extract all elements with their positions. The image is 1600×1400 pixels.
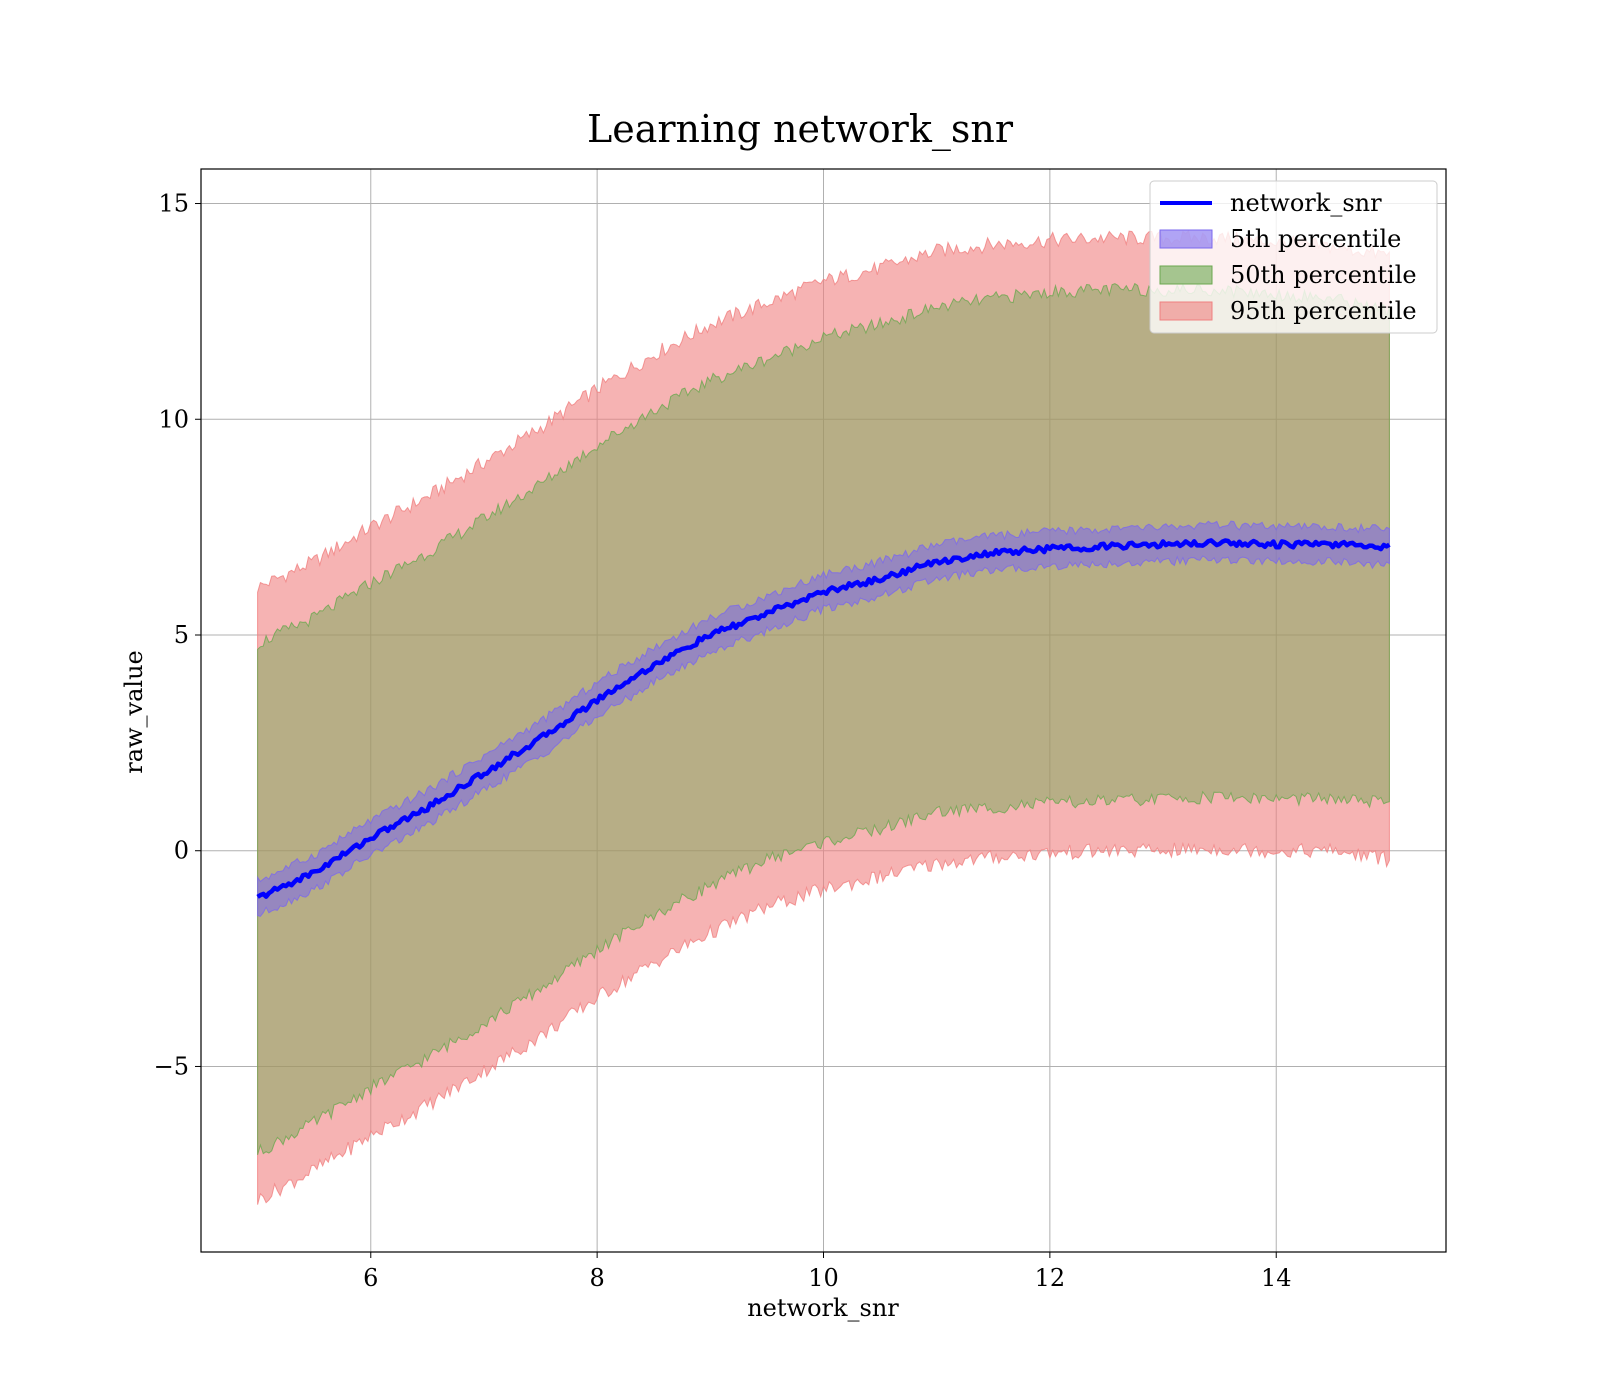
x-tick-label: 10 xyxy=(808,1264,839,1292)
chart-title: Learning network_snr xyxy=(587,107,1014,152)
y-tick-label: −5 xyxy=(154,1052,189,1080)
band-5th-percentile xyxy=(257,520,1390,917)
x-tick-label: 8 xyxy=(589,1264,604,1292)
legend-swatch-5th-percentile xyxy=(1159,229,1213,249)
series-line-network-snr xyxy=(256,538,1391,899)
legend-box xyxy=(1149,180,1438,334)
y-tick-label: 5 xyxy=(174,621,189,649)
x-tick-label: 6 xyxy=(363,1264,378,1292)
x-axis-label: network_snr xyxy=(747,1294,899,1322)
y-tick-label: 0 xyxy=(174,837,189,865)
y-tick-label: 10 xyxy=(158,405,189,433)
band-50th-percentile xyxy=(257,282,1390,1156)
legend-swatch-95th-percentile xyxy=(1159,301,1213,321)
legend-label-95th-percentile: 95th percentile xyxy=(1230,297,1417,325)
y-tick-label: 15 xyxy=(158,190,189,218)
x-tick-label: 14 xyxy=(1261,1264,1292,1292)
legend-label-5th-percentile: 5th percentile xyxy=(1230,225,1401,253)
y-axis-label: raw_value xyxy=(120,650,148,774)
legend-swatch-50th-percentile xyxy=(1159,265,1213,285)
legend-label-50th-percentile: 50th percentile xyxy=(1230,261,1417,289)
legend: network_snr 5th percentile 50th percentile… xyxy=(1149,180,1438,334)
band-95th-percentile xyxy=(257,229,1390,1205)
legend-label-network-snr: network_snr xyxy=(1230,189,1382,217)
series-lines xyxy=(256,538,1391,899)
percentile-bands xyxy=(257,229,1390,1205)
x-tick-label: 12 xyxy=(1035,1264,1066,1292)
x-axis-ticks: 6 8 10 12 14 xyxy=(363,1252,1292,1292)
y-axis-ticks: −5 0 5 10 15 xyxy=(154,190,201,1080)
